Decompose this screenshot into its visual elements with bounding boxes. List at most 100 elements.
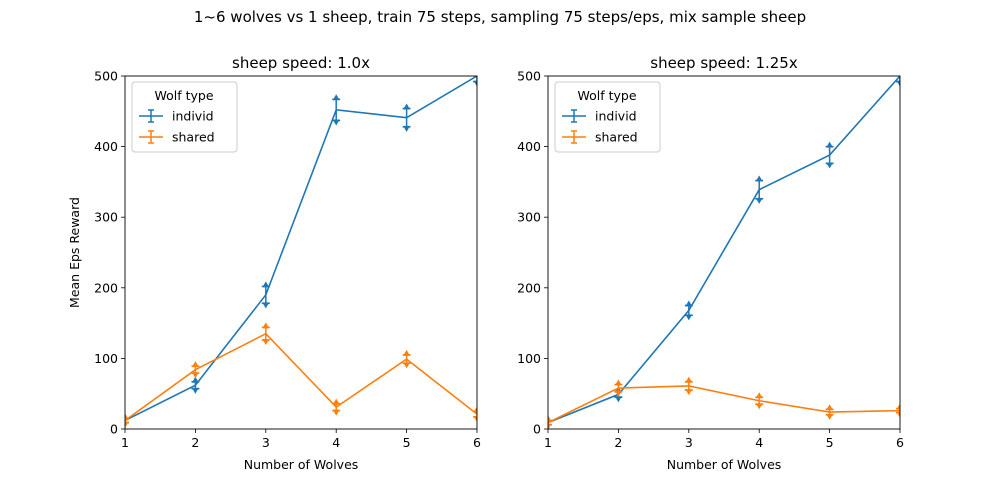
error-bar (825, 404, 834, 420)
y-tick-label: 400 (94, 139, 118, 154)
error-arrow-down (685, 314, 693, 321)
error-arrow-down (332, 119, 340, 126)
y-tick-label: 500 (94, 69, 118, 84)
error-arrow-up (473, 406, 477, 413)
error-arrow-up (685, 376, 693, 383)
error-arrow-up (755, 175, 763, 182)
error-arrow-up (897, 65, 904, 71)
error-arrow-up (685, 300, 693, 307)
legend-title: Wolf type (577, 88, 636, 103)
error-arrow-up (548, 415, 552, 422)
error-bar (614, 379, 623, 397)
error-arrow-down (755, 403, 763, 410)
error-bar (825, 141, 834, 169)
legend-entry-shared: shared (595, 130, 638, 145)
x-tick-label: 2 (614, 435, 622, 450)
y-tick-label: 300 (94, 210, 118, 225)
legend-entry-individ: individ (172, 109, 214, 124)
error-arrow-up (332, 94, 340, 101)
error-arrow-up (332, 398, 340, 405)
y-axis-label: Mean Eps Reward (67, 197, 82, 308)
error-arrow-down (685, 389, 693, 396)
error-arrow-up (403, 103, 411, 110)
error-arrow-down (125, 421, 129, 428)
y-tick-label: 500 (517, 69, 541, 84)
error-bar (191, 376, 200, 394)
error-bar (684, 300, 693, 321)
error-arrow-down (614, 390, 622, 397)
y-tick-label: 300 (517, 210, 541, 225)
figure-suptitle: 1~6 wolves vs 1 sheep, train 75 steps, s… (194, 8, 806, 26)
x-axis-label: Number of Wolves (244, 457, 359, 472)
series-shared (125, 322, 477, 428)
error-bar (755, 175, 764, 204)
error-arrow-up (826, 404, 834, 411)
x-tick-label: 3 (262, 435, 270, 450)
x-tick-label: 4 (332, 435, 340, 450)
error-bar (332, 398, 341, 416)
y-tick-label: 100 (517, 351, 541, 366)
x-tick-label: 6 (473, 435, 481, 450)
error-bar (473, 65, 481, 87)
error-arrow-up (191, 361, 199, 368)
plot-area (125, 65, 481, 428)
error-bar (896, 403, 900, 418)
panel-1: sheep speed: 1.0x 1 2 3 4 5 6 0 100 200 300 400 500 N… (67, 54, 481, 472)
error-arrow-down (191, 387, 199, 394)
x-tick-label: 5 (403, 435, 411, 450)
axes-frame (547, 75, 901, 430)
error-arrow-up (262, 322, 270, 329)
error-arrow-down (262, 302, 270, 309)
error-arrow-down (755, 197, 763, 204)
error-bar (402, 349, 411, 369)
series-line-shared (548, 385, 900, 424)
error-bar (896, 65, 904, 87)
y-tick-label: 400 (517, 139, 541, 154)
panel-title: sheep speed: 1.25x (650, 54, 798, 72)
error-arrow-down (826, 413, 834, 420)
x-tick-label: 1 (121, 435, 129, 450)
error-arrow-up (191, 376, 199, 383)
error-arrow-up (474, 65, 481, 71)
error-arrow-down (614, 396, 622, 403)
error-bar (125, 413, 129, 428)
error-arrow-up (826, 141, 834, 148)
series-line-individ (125, 76, 477, 422)
error-bar (261, 281, 270, 309)
legend: Wolf type individ shared (554, 81, 661, 153)
x-tick-label: 4 (755, 435, 763, 450)
series-shared (548, 376, 900, 429)
x-tick-label: 2 (191, 435, 199, 450)
error-bar (755, 392, 764, 410)
y-tick-label: 0 (533, 422, 541, 437)
error-arrow-down (332, 409, 340, 416)
legend-title: Wolf type (154, 88, 213, 103)
legend: Wolf type individ shared (131, 81, 238, 153)
error-arrow-down (473, 80, 477, 87)
series-line-individ (548, 76, 900, 424)
plot-area (548, 65, 904, 429)
panel-title: sheep speed: 1.0x (232, 54, 370, 72)
error-bar (473, 406, 477, 422)
y-tick-label: 0 (110, 422, 118, 437)
error-arrow-up (403, 349, 411, 356)
x-tick-label: 6 (896, 435, 904, 450)
error-bar (332, 94, 341, 126)
y-tick-label: 100 (94, 351, 118, 366)
error-arrow-up (896, 403, 900, 410)
legend-box (131, 81, 238, 153)
x-tick-label: 1 (544, 435, 552, 450)
error-arrow-down (548, 423, 552, 429)
x-tick-label: 3 (685, 435, 693, 450)
error-arrow-down (896, 411, 900, 418)
x-tick-label: 5 (826, 435, 834, 450)
error-arrow-up (755, 392, 763, 399)
panel-2: sheep speed: 1.25x 1 2 3 4 5 6 0 100 200 300 400 500… (517, 54, 904, 472)
error-arrow-up (125, 413, 129, 420)
error-bar (191, 361, 200, 379)
error-arrow-up (614, 379, 622, 386)
axes-frame (124, 75, 478, 430)
error-bar (548, 415, 552, 429)
